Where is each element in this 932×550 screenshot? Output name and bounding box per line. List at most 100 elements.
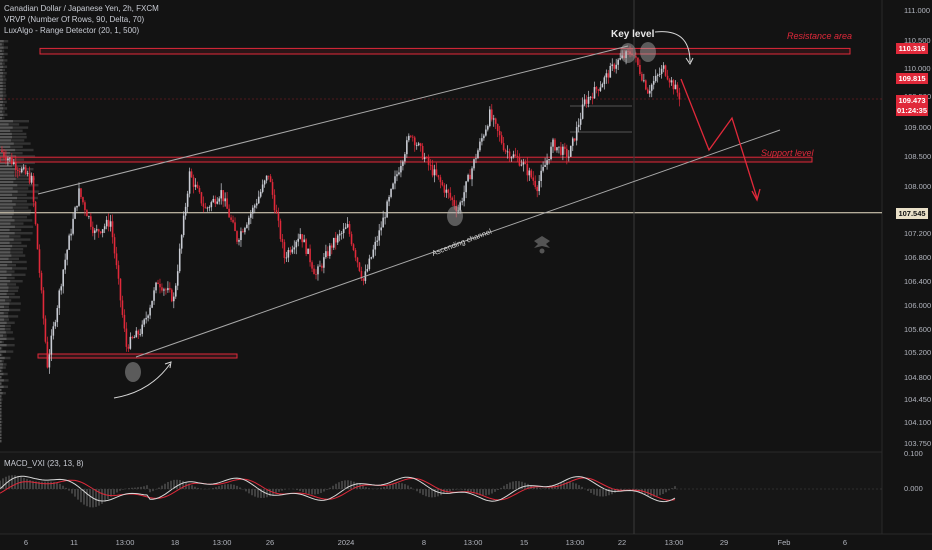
volume-profile-bar-delta (0, 254, 12, 257)
candle-body (498, 130, 501, 136)
volume-profile-bar-delta (0, 440, 1, 443)
volume-profile-bar (0, 395, 2, 398)
candle-body (101, 229, 104, 234)
volume-profile-bar-delta (0, 174, 15, 177)
candle-body (334, 237, 337, 243)
volume-profile-bar (0, 142, 31, 145)
candle-body (188, 171, 191, 194)
candle-body (317, 266, 319, 275)
candle-body (92, 226, 94, 234)
candle-body (202, 203, 205, 207)
candle-body (514, 154, 517, 156)
volume-profile-bar-delta (0, 392, 3, 395)
candle-body (9, 157, 11, 159)
volume-profile-bar-delta (0, 155, 16, 158)
candle-body (269, 176, 272, 183)
candle-body (380, 227, 382, 231)
candle-body (78, 188, 80, 206)
volume-profile-bar-delta (0, 81, 3, 84)
volume-profile-bar (0, 136, 27, 139)
candle-body (404, 154, 406, 162)
volume-profile-bar (0, 366, 6, 369)
candle-body (676, 84, 679, 93)
volume-profile-bar (0, 164, 27, 168)
volume-profile-bar-delta (0, 340, 2, 344)
volume-profile-bar (0, 430, 2, 433)
volume-profile-bar (0, 424, 2, 427)
candle-body (492, 118, 495, 120)
candle-body (309, 248, 311, 263)
candle-body (587, 97, 590, 104)
volume-profile-bar (0, 59, 8, 62)
candle-body (22, 167, 25, 169)
candle-body (16, 169, 19, 171)
volume-profile-bar-delta (0, 78, 3, 81)
volume-profile-bar-delta (0, 187, 13, 190)
volume-profile-bar-delta (0, 353, 2, 356)
candle-body (605, 73, 608, 78)
volume-profile-bar-delta (0, 49, 2, 52)
candle-body (362, 278, 365, 281)
indicator-range-detector[interactable]: LuxAlgo - Range Detector (20, 1, 500) (4, 26, 140, 35)
volume-profile-bar (0, 97, 6, 100)
candle-body (338, 233, 341, 236)
symbol-title[interactable]: Canadian Dollar / Japanese Yen, 2h, FXCM (4, 4, 159, 13)
price-axis-tick: 110.000 (904, 64, 931, 73)
candle-body (198, 188, 201, 193)
candle-body (469, 174, 471, 180)
candle-body (388, 196, 390, 202)
volume-profile-bar (0, 145, 23, 148)
candle-body (253, 205, 256, 208)
indicator-vrvp[interactable]: VRVP (Number Of Rows, 90, Delta, 70) (4, 15, 145, 24)
candle-body (490, 109, 493, 120)
candle-body (370, 257, 373, 259)
candle-body (133, 337, 136, 339)
candle-body (459, 202, 461, 211)
volume-profile-bar (0, 337, 15, 340)
volume-profile-bar-delta (0, 43, 2, 46)
volume-profile-bar (0, 120, 30, 123)
candle-body (263, 180, 266, 185)
volume-profile-bar-delta (0, 385, 4, 388)
candle-body (483, 135, 485, 139)
volume-profile-bar (0, 232, 33, 235)
time-axis-tick: 18 (171, 538, 179, 547)
candle-body (131, 336, 134, 338)
candle-body (508, 151, 511, 159)
candle-body (536, 186, 538, 192)
volume-profile-bar (0, 318, 10, 321)
candle-body (652, 81, 655, 85)
volume-profile-bar (0, 273, 26, 276)
volume-profile-bar (0, 408, 2, 411)
volume-profile-bar (0, 152, 23, 155)
candle-body (556, 147, 558, 151)
candle-body (672, 80, 675, 90)
volume-profile-bar-delta (0, 324, 5, 328)
volume-profile-bar (0, 219, 33, 222)
volume-profile-bar (0, 94, 7, 97)
volume-profile-bar-delta (0, 190, 18, 193)
candle-body (427, 157, 430, 165)
candle-body (538, 180, 540, 192)
volume-profile-bar (0, 324, 11, 328)
candle-body (382, 217, 384, 228)
candle-body (36, 224, 39, 250)
volume-profile-bar-delta (0, 62, 3, 65)
volume-profile-bar (0, 228, 22, 232)
volume-profile-bar-delta (0, 91, 3, 94)
volume-profile-bar (0, 177, 35, 180)
candle-body (159, 283, 161, 288)
candle-body (666, 75, 669, 80)
macd-label[interactable]: MACD_VXI (23, 13, 8) (4, 459, 84, 468)
candle-body (32, 175, 35, 202)
volume-profile-bar (0, 88, 7, 91)
candle-body (346, 224, 349, 228)
volume-profile-bar (0, 206, 29, 209)
volume-profile-bar (0, 184, 39, 187)
candle-body (650, 84, 653, 91)
candle-body (558, 146, 560, 148)
candle-body (147, 315, 149, 318)
candle-body (88, 216, 90, 218)
candle-body (457, 210, 459, 212)
